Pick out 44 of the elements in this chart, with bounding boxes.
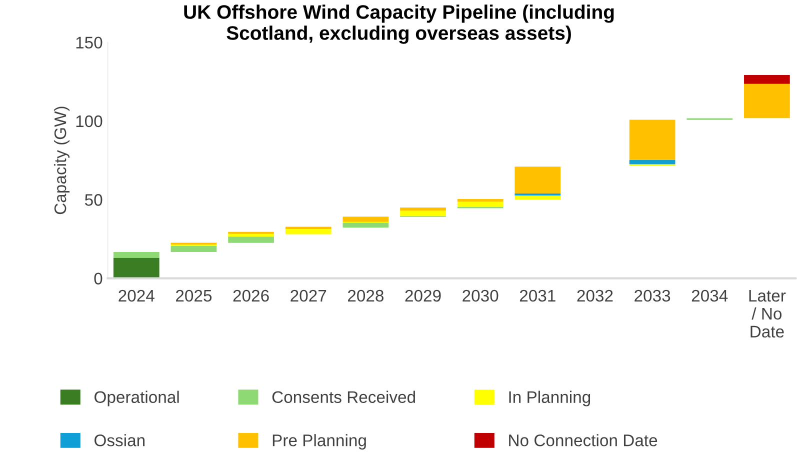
bar bbox=[629, 120, 676, 160]
bar bbox=[342, 216, 389, 222]
bar bbox=[113, 252, 160, 258]
bar bbox=[629, 160, 676, 164]
y-axis-title: Capacity (GW) bbox=[54, 106, 70, 214]
bar bbox=[285, 226, 332, 230]
legend-label: No Connection Date bbox=[509, 434, 658, 446]
legend-label: Consents Received bbox=[272, 390, 415, 404]
legend-label: Operational bbox=[94, 390, 179, 406]
bar bbox=[744, 84, 790, 118]
x-tick-label: 2034 bbox=[692, 290, 728, 302]
x-tick-label: 2027 bbox=[290, 290, 326, 302]
bar bbox=[285, 229, 332, 234]
x-tick-label: 2028 bbox=[348, 290, 384, 302]
bar bbox=[400, 210, 446, 216]
x-tick-label: 2024 bbox=[118, 290, 154, 302]
bar bbox=[457, 199, 504, 202]
legend-label: Pre Planning bbox=[272, 434, 366, 450]
bar bbox=[342, 222, 389, 228]
legend-label: Ossian bbox=[94, 434, 145, 446]
bar bbox=[228, 236, 274, 243]
y-tick-label: 150 bbox=[76, 36, 102, 49]
x-tick-label: 2033 bbox=[634, 290, 670, 302]
bar bbox=[228, 234, 274, 237]
bar bbox=[457, 202, 504, 207]
bar bbox=[400, 208, 446, 211]
x-tick-label: 2032 bbox=[577, 290, 613, 302]
bar bbox=[113, 258, 160, 278]
x-tick-label: 2030 bbox=[462, 290, 498, 302]
x-tick-label: 2026 bbox=[233, 290, 269, 302]
x-tick-label: 2025 bbox=[176, 290, 212, 302]
bar bbox=[514, 193, 561, 196]
x-tick-label: 2031 bbox=[520, 290, 556, 302]
y-tick-label: 0 bbox=[94, 272, 102, 285]
y-tick-label: 100 bbox=[76, 115, 102, 128]
bar bbox=[170, 246, 217, 252]
bar bbox=[514, 166, 561, 194]
bar bbox=[514, 196, 561, 200]
chart-title: UK Offshore Wind Capacity Pipeline (including Scotland, excluding overseas assets) bbox=[184, 4, 614, 44]
x-tick-label: Later / No Date bbox=[749, 290, 786, 338]
legend-label: In Planning bbox=[509, 390, 590, 406]
x-tick-label: 2029 bbox=[405, 290, 441, 302]
y-tick-label: 50 bbox=[85, 194, 102, 206]
bar bbox=[744, 75, 790, 84]
